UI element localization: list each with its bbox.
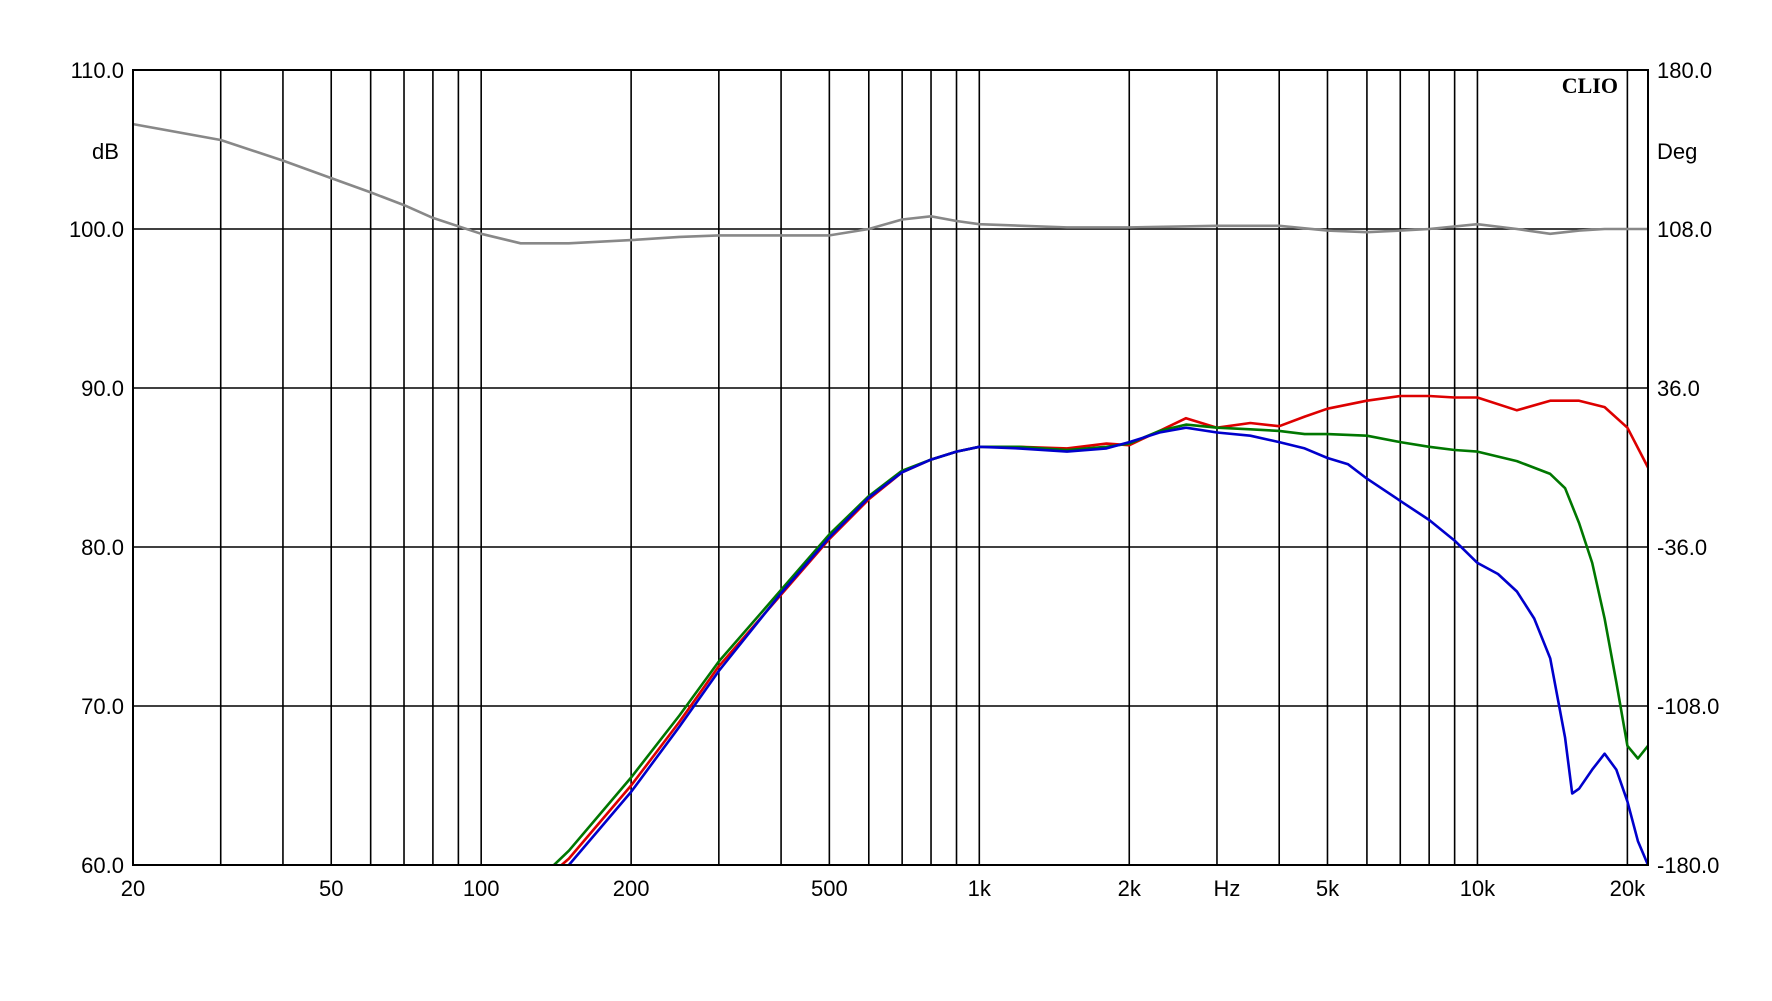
x-tick-label: 20 [121, 876, 145, 901]
series-line-1 [133, 122, 1648, 245]
y-tick-label: 110.0 [71, 58, 124, 83]
y-gridlines [133, 228, 1648, 707]
y-tick-label: 90.0 [81, 376, 124, 401]
plot-frame [132, 69, 1649, 866]
y2-tick-label: -108.0 [1657, 694, 1719, 719]
x-tick-label: 100 [463, 876, 500, 901]
x-tick-label: 2k [1118, 876, 1142, 901]
curves [133, 122, 1648, 865]
y-tick-label: 60.0 [81, 853, 124, 878]
y-tick-label: 80.0 [81, 535, 124, 560]
y-axis-unit-label: dB [92, 139, 119, 164]
y-tick-label: 100.0 [69, 217, 124, 242]
y-tick-label: 70.0 [81, 694, 124, 719]
x-tick-label: 10k [1460, 876, 1496, 901]
x-tick-label: 500 [811, 876, 848, 901]
y2-tick-label: 108.0 [1657, 217, 1712, 242]
y-tick-labels: 110.0 100.0 90.0 80.0 70.0 60.0 [69, 58, 124, 878]
y2-tick-label: -36.0 [1657, 535, 1707, 560]
y2-axis-unit-label: Deg [1657, 139, 1697, 164]
x-tick-label: 1k [968, 876, 992, 901]
x-tick-label: 200 [613, 876, 650, 901]
y2-tick-label: -180.0 [1657, 853, 1719, 878]
clio-brand-label: CLIO [1562, 73, 1618, 98]
x-tick-label: 20k [1610, 876, 1646, 901]
y2-tick-labels: 180.0 108.0 36.0 -36.0 -108.0 -180.0 [1657, 58, 1719, 878]
x-tick-labels: 20 50 100 200 500 1k 2k 5k 10k 20k [121, 876, 1646, 901]
series-line-2 [560, 394, 1648, 865]
x-axis-unit-label: Hz [1214, 876, 1241, 901]
x-tick-label: 5k [1316, 876, 1340, 901]
y2-tick-label: 36.0 [1657, 376, 1700, 401]
x-gridlines [219, 70, 1629, 865]
series-line-4 [567, 426, 1648, 865]
x-tick-label: 50 [319, 876, 343, 901]
y2-tick-label: 180.0 [1657, 58, 1712, 83]
series-line-3 [552, 423, 1648, 865]
